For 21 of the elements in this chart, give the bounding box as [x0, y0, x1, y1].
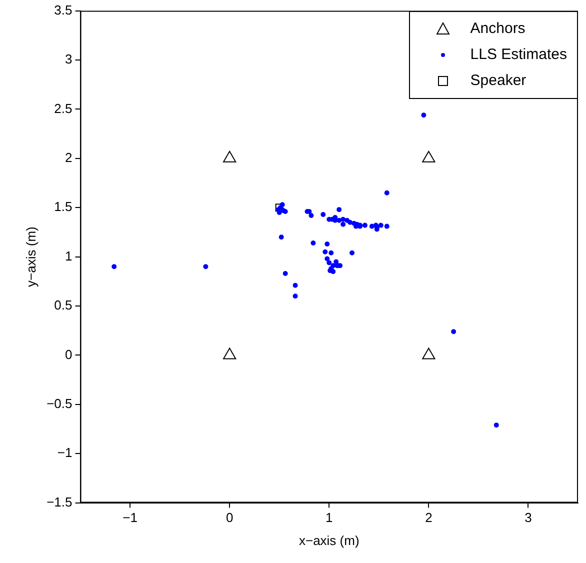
y-tick-label: 3	[65, 52, 72, 67]
x-axis-title: x−axis (m)	[298, 532, 360, 548]
legend-label: Anchors	[470, 20, 526, 38]
legend-label: Speaker	[470, 72, 526, 90]
y-tick-label: 1	[65, 248, 72, 264]
y-tick-label: −1	[57, 445, 72, 460]
y-tick-label: 2	[65, 150, 72, 165]
x-tick-label: 0	[226, 510, 234, 526]
y-tick-label: −1.5	[46, 494, 72, 510]
y-tick-label: 0.5	[54, 298, 72, 313]
y-tick-label: 1.5	[54, 199, 72, 214]
y-tick-label: 2.5	[54, 100, 72, 116]
y-axis-title: y−axis (m)	[23, 226, 38, 287]
y-tick-label: −0.5	[46, 396, 72, 411]
x-tick-label: 2	[425, 510, 432, 526]
legend-label: LLS Estimates	[470, 46, 567, 64]
y-tick-label: 3.5	[54, 2, 72, 18]
x-tick-label: 3	[524, 510, 532, 526]
y-tick-label: 0	[65, 346, 72, 362]
x-tick-label: −1	[122, 510, 138, 526]
x-tick-label: 1	[326, 510, 333, 526]
